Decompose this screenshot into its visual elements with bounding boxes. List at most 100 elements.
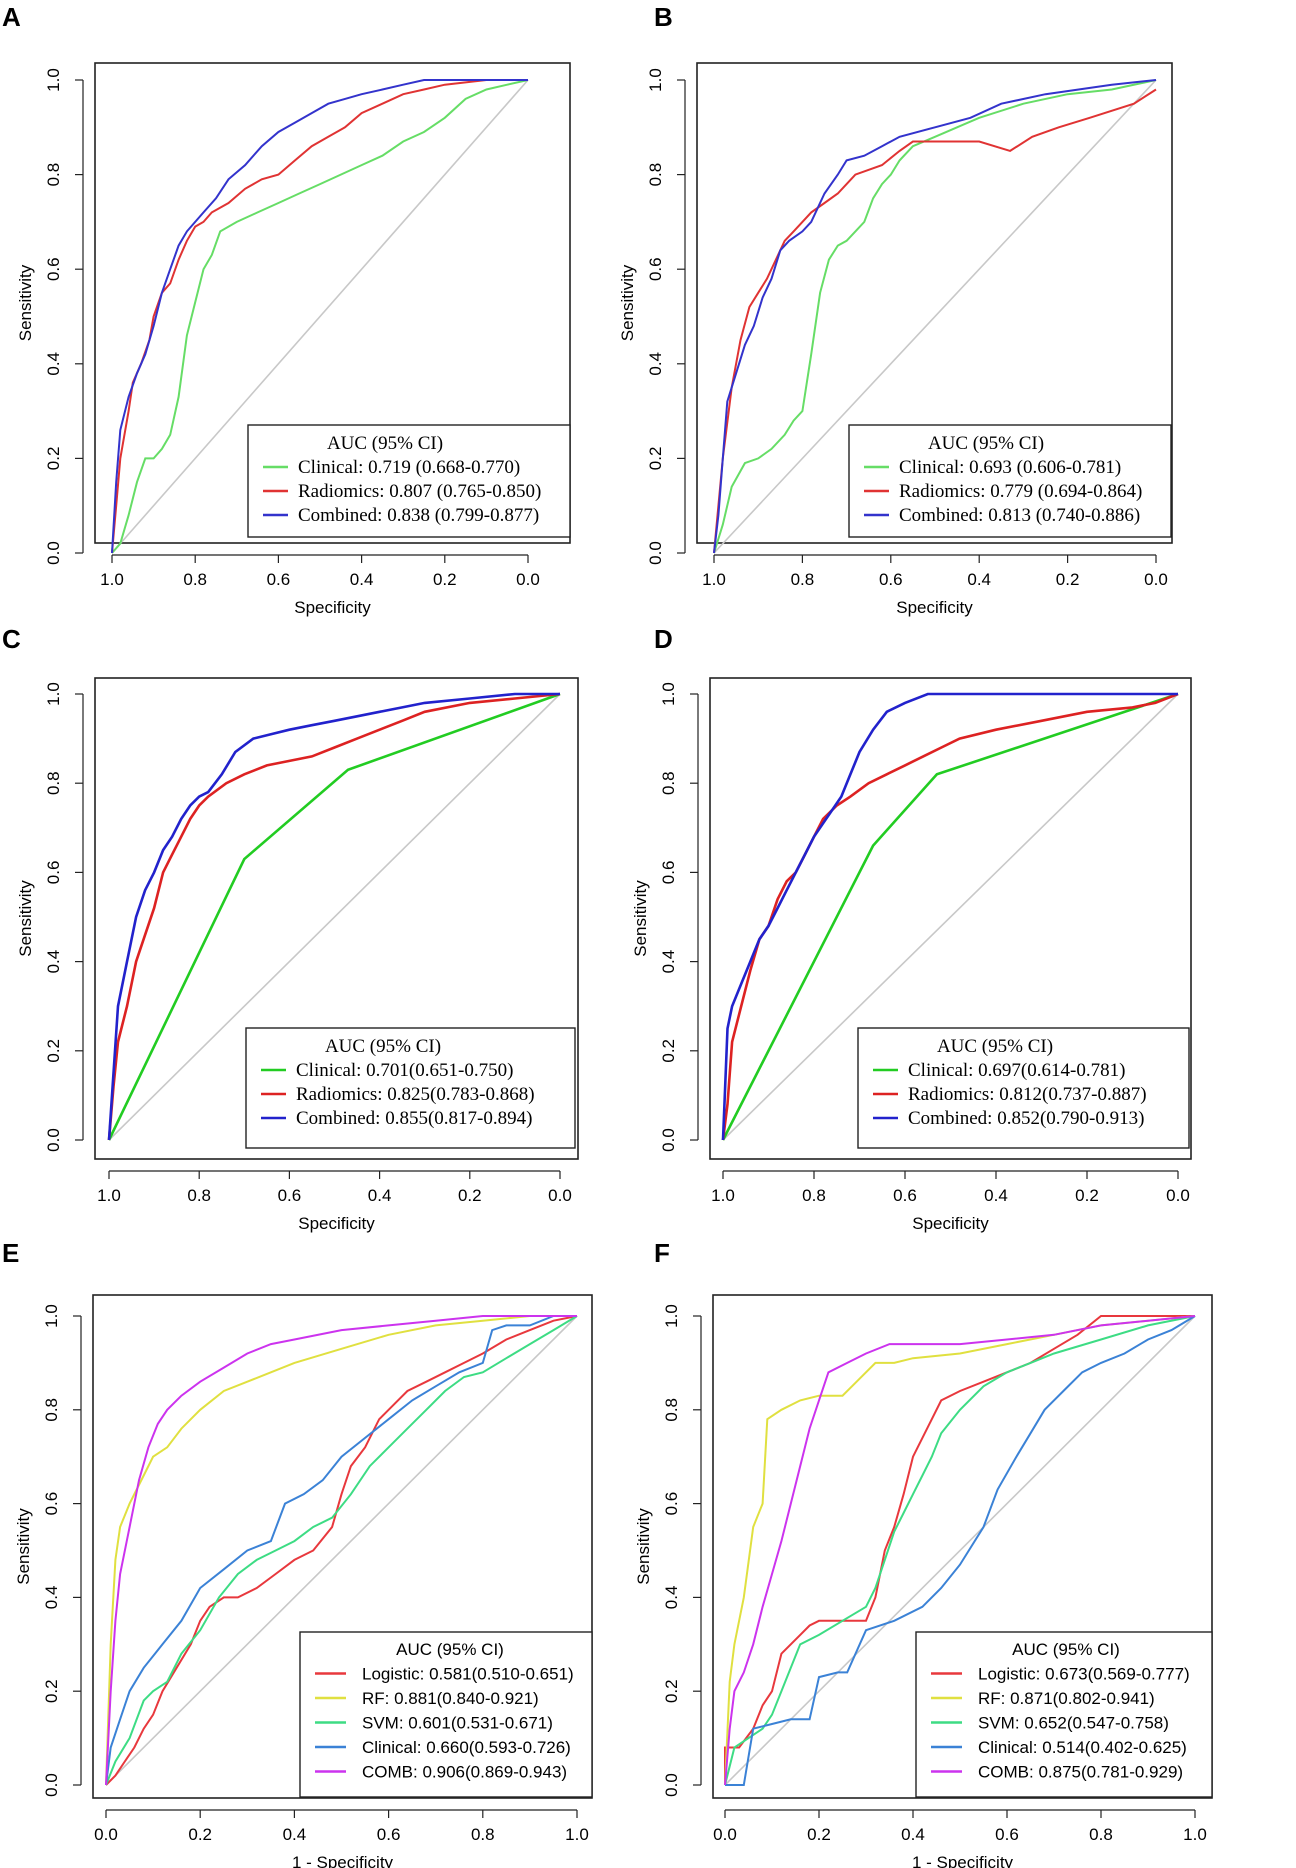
legend: AUC (95% CI) Logistic: 0.673(0.569-0.777)… — [915, 1631, 1213, 1798]
x-axis-title: 1 - Specificity — [292, 1853, 394, 1868]
x-tick-label: 0.0 — [1144, 570, 1168, 589]
x-tick-label: 0.8 — [187, 1186, 211, 1205]
x-tick-label: 0.2 — [1056, 570, 1080, 589]
legend-box — [247, 424, 571, 538]
x-tick-label: 0.2 — [458, 1186, 482, 1205]
legend-box — [915, 1631, 1213, 1798]
y-tick-label: 0.2 — [659, 1039, 678, 1063]
roc-curve-radiomics — [107, 692, 561, 1141]
legend-entry-radiomics: Radiomics: 0.807 (0.765-0.850) — [298, 481, 541, 502]
roc-curve-clinical — [725, 1315, 1196, 1786]
legend-entry-svm: SVM: 0.601(0.531-0.671) — [362, 1714, 553, 1733]
y-tick-label: 0.0 — [646, 541, 665, 565]
x-tick-label: 0.0 — [713, 1825, 737, 1844]
y-tick-label: 0.4 — [42, 1586, 61, 1610]
y-tick-label: 0.0 — [662, 1773, 681, 1797]
legend-entry-combined: Combined: 0.813 (0.740-0.886) — [899, 505, 1140, 526]
y-tick-label: 0.8 — [646, 163, 665, 187]
roc-curve-combined — [107, 692, 560, 1141]
plot-frame — [712, 1294, 1213, 1799]
y-tick-label: 1.0 — [44, 68, 63, 92]
legend: AUC (95% CI) Clinical: 0.693 (0.606-0.781… — [848, 424, 1172, 538]
x-tick-label: 0.2 — [433, 570, 457, 589]
x-tick-label: 0.4 — [984, 1186, 1008, 1205]
plot-frame — [696, 62, 1173, 544]
legend-entry-rf: RF: 0.871(0.802-0.941) — [978, 1689, 1155, 1708]
x-tick-label: 1.0 — [1183, 1825, 1207, 1844]
roc-curve-clinical — [713, 79, 1157, 554]
legend-title: AUC (95% CI) — [396, 1640, 504, 1659]
x-tick-label: 0.2 — [1075, 1186, 1099, 1205]
legend-entry-clinical: Clinical: 0.701(0.651-0.750) — [296, 1060, 513, 1081]
y-tick-label: 0.6 — [659, 861, 678, 885]
reference-diagonal — [108, 693, 561, 1141]
y-axis-title: Sensitivity — [16, 264, 35, 341]
x-tick-label: 1.0 — [711, 1186, 735, 1205]
x-tick-label: 0.4 — [350, 570, 374, 589]
roc-curve-svm — [105, 1315, 578, 1786]
legend: AUC (95% CI) Clinical: 0.719 (0.668-0.770… — [247, 424, 571, 538]
legend: AUC (95% CI) Logistic: 0.581(0.510-0.651)… — [299, 1631, 593, 1798]
y-tick-label: 0.4 — [659, 950, 678, 974]
y-tick-label: 0.4 — [44, 352, 63, 376]
legend-title: AUC (95% CI) — [928, 433, 1044, 454]
y-axis-title: Sensitivity — [16, 880, 35, 957]
roc-curve-clinical — [721, 692, 1179, 1141]
x-tick-label: 0.4 — [967, 570, 991, 589]
y-tick-label: 0.4 — [44, 950, 63, 974]
plot-frame — [92, 1294, 593, 1799]
x-tick-label: 0.2 — [188, 1825, 212, 1844]
plot-frame — [94, 677, 579, 1160]
y-tick-label: 0.0 — [659, 1128, 678, 1152]
panel-letter: E — [2, 1238, 19, 1268]
x-axis-title: Specificity — [298, 1214, 375, 1233]
x-axis-title: Specificity — [896, 598, 973, 617]
y-axis-title: Sensitivity — [634, 1508, 653, 1585]
x-tick-label: 1.0 — [97, 1186, 121, 1205]
x-tick-label: 0.4 — [901, 1825, 925, 1844]
panel-letter: C — [2, 624, 21, 654]
legend-entry-radiomics: Radiomics: 0.825(0.783-0.868) — [296, 1084, 535, 1105]
legend-entry-combined: Combined: 0.838 (0.799-0.877) — [298, 505, 539, 526]
legend-entry-comb: COMB: 0.875(0.781-0.929) — [978, 1763, 1183, 1782]
x-tick-label: 0.4 — [283, 1825, 307, 1844]
x-tick-label: 1.0 — [100, 570, 124, 589]
legend-entry-radiomics: Radiomics: 0.779 (0.694-0.864) — [899, 481, 1142, 502]
legend-entry-clinical: Clinical: 0.697(0.614-0.781) — [908, 1060, 1125, 1081]
x-tick-label: 0.0 — [94, 1825, 118, 1844]
legend-entry-comb: COMB: 0.906(0.869-0.943) — [362, 1763, 567, 1782]
roc-curve-comb — [724, 1315, 1196, 1786]
y-tick-label: 0.6 — [662, 1492, 681, 1516]
legend-entry-clinical: Clinical: 0.660(0.593-0.726) — [362, 1738, 571, 1757]
y-tick-label: 0.8 — [659, 771, 678, 795]
legend-entry-logistic: Logistic: 0.673(0.569-0.777) — [978, 1665, 1190, 1684]
x-tick-label: 0.4 — [368, 1186, 392, 1205]
legend: AUC (95% CI) Clinical: 0.697(0.614-0.781)… — [857, 1027, 1190, 1149]
y-tick-label: 1.0 — [42, 1304, 61, 1328]
roc-curve-logistic — [105, 1315, 578, 1786]
roc-panel-f: F 0.0 0.2 0.4 0.6 0.8 1.0 1 - Specificity 0.0 0.2… — [634, 1238, 1213, 1868]
legend-box — [299, 1631, 593, 1798]
y-tick-label: 0.6 — [44, 861, 63, 885]
y-tick-label: 0.8 — [42, 1398, 61, 1422]
x-tick-label: 0.8 — [183, 570, 207, 589]
roc-curve-svm — [724, 1315, 1196, 1786]
x-tick-label: 0.0 — [1166, 1186, 1190, 1205]
legend-title: AUC (95% CI) — [327, 433, 443, 454]
roc-curve-comb — [105, 1315, 577, 1786]
y-tick-label: 1.0 — [44, 682, 63, 706]
legend-title: AUC (95% CI) — [937, 1036, 1053, 1057]
x-tick-label: 0.6 — [267, 570, 291, 589]
reference-diagonal — [713, 79, 1157, 554]
legend-box — [245, 1027, 576, 1149]
y-tick-label: 0.2 — [662, 1679, 681, 1703]
plot-frame — [709, 677, 1192, 1160]
roc-curve-logistic — [724, 1315, 1195, 1785]
x-tick-label: 0.6 — [995, 1825, 1019, 1844]
legend-entry-combined: Combined: 0.852(0.790-0.913) — [908, 1108, 1144, 1129]
x-tick-label: 0.6 — [377, 1825, 401, 1844]
legend-entry-combined: Combined: 0.855(0.817-0.894) — [296, 1108, 532, 1129]
legend-title: AUC (95% CI) — [325, 1036, 441, 1057]
panel-letter: B — [654, 2, 673, 32]
